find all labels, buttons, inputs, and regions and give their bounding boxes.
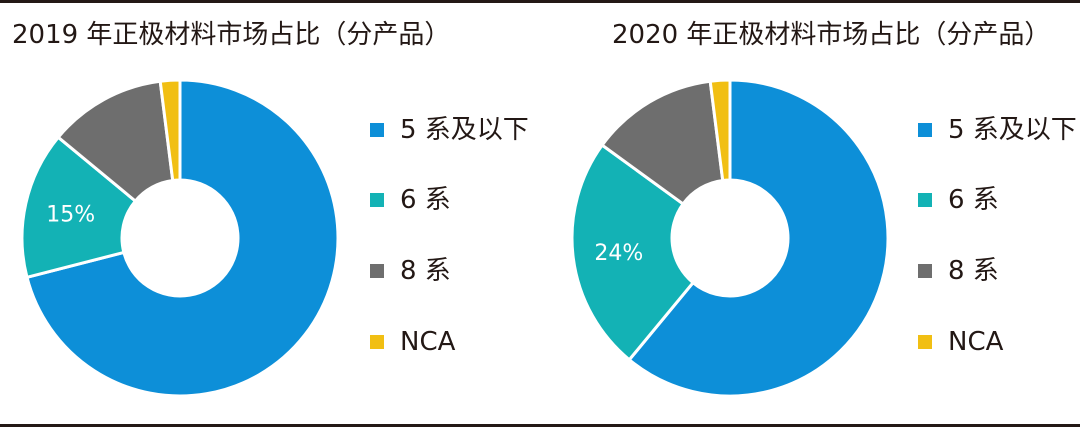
data-label: 15% — [46, 203, 95, 228]
chart-legend: 5 系及以下 6 系 8 系 NCA — [370, 115, 529, 357]
donut-slice — [20, 135, 138, 280]
donut-slice — [25, 78, 340, 398]
legend-swatch — [918, 193, 932, 207]
legend-label: 8 系 — [948, 256, 999, 286]
donut-slice — [158, 78, 182, 183]
legend-swatch — [370, 123, 384, 137]
chart-title: 2019 年正极材料市场占比（分产品） — [12, 20, 451, 50]
legend-label: 6 系 — [948, 185, 999, 215]
legend-label: 6 系 — [400, 185, 451, 215]
chart-legend: 5 系及以下 6 系 8 系 NCA — [540, 0, 1080, 427]
legend-swatch — [918, 123, 932, 137]
legend-label: NCA — [948, 327, 1004, 357]
donut-slice — [627, 78, 890, 398]
legend-swatch — [918, 264, 932, 278]
donut-slice — [570, 143, 696, 362]
donut-chart: 15% — [20, 78, 340, 398]
legend-label: NCA — [400, 327, 456, 357]
legend-swatch — [370, 335, 384, 349]
legend-swatch — [918, 335, 932, 349]
chart-panel-2020: 2020 年正极材料市场占比（分产品） 24% 5 系及以下 6 系 8 系 N… — [540, 0, 1080, 427]
data-label: 24% — [594, 241, 643, 266]
donut-slice — [708, 78, 732, 183]
donut-slice — [600, 79, 725, 207]
legend-label: 5 系及以下 — [400, 115, 529, 145]
legend-label: 8 系 — [400, 256, 451, 286]
donut-chart: 24% — [570, 78, 890, 398]
legend-swatch — [370, 264, 384, 278]
legend-label: 5 系及以下 — [948, 115, 1077, 145]
top-rule — [0, 0, 1080, 3]
legend-swatch — [370, 193, 384, 207]
bottom-rule — [0, 424, 1080, 427]
chart-title: 2020 年正极材料市场占比（分产品） — [612, 20, 1051, 50]
chart-panel-2019: 2019 年正极材料市场占比（分产品） 15% 5 系及以下 6 系 8 系 N… — [12, 20, 529, 398]
donut-slice — [56, 79, 175, 204]
